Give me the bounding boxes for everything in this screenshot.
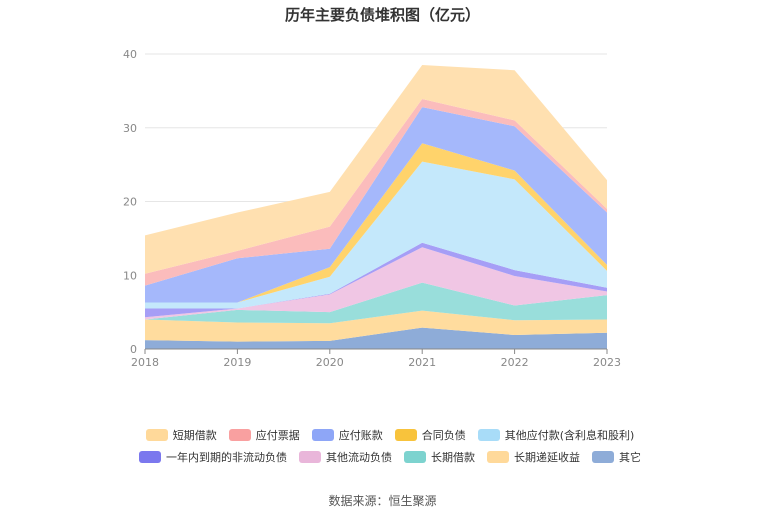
legend-label: 其他应付款(含利息和股利)	[504, 429, 635, 442]
legend-label: 短期借款	[172, 429, 217, 442]
legend-item[interactable]: 其它	[592, 449, 641, 465]
area-series-4	[145, 242, 607, 318]
axes: 0 10 20 30 40 2018 2019 2020 2021 2022 2023	[123, 48, 621, 369]
data-source: 数据来源：恒生聚源	[328, 494, 437, 508]
legend-swatch	[592, 451, 614, 463]
chart-title: 历年主要负债堆积图（亿元）	[284, 6, 480, 24]
area-series-1	[145, 310, 607, 342]
x-tick-label: 2018	[131, 356, 159, 369]
legend-label: 应付账款	[338, 429, 383, 442]
legend: 短期借款 应付票据 应付账款 合同负债 其他应付款(含利息和股利) 一年内到期的非流动负债…	[130, 424, 650, 468]
legend-item[interactable]: 应付账款	[311, 427, 383, 443]
legend-swatch	[394, 429, 417, 441]
legend-item[interactable]: 长期借款	[404, 449, 475, 465]
legend-swatch	[145, 429, 168, 441]
area-series-7	[145, 107, 607, 303]
legend-swatch	[139, 451, 161, 463]
legend-row: 一年内到期的非流动负债 其他流动负债 长期借款 长期递延收益 其它	[130, 446, 650, 468]
legend-item[interactable]: 长期递延收益	[487, 449, 580, 465]
x-tick-label: 2019	[223, 356, 251, 369]
y-tick-label: 20	[123, 196, 137, 209]
legend-row: 短期借款 应付票据 应付账款 合同负债 其他应付款(含利息和股利)	[130, 424, 650, 446]
area-series-3	[145, 247, 607, 320]
legend-swatch	[228, 429, 251, 441]
legend-item[interactable]: 短期借款	[145, 427, 217, 443]
legend-item[interactable]: 一年内到期的非流动负债	[139, 449, 287, 465]
area-series-2	[145, 282, 607, 324]
legend-item[interactable]: 其他应付款(含利息和股利)	[477, 427, 635, 443]
x-tick-label: 2022	[501, 356, 529, 369]
legend-swatch	[404, 451, 426, 463]
legend-swatch	[477, 429, 500, 441]
legend-label: 其他流动负债	[326, 451, 392, 464]
area-series-5	[145, 161, 607, 309]
x-tick-label: 2021	[408, 356, 436, 369]
area-series-0	[145, 327, 607, 349]
area-series-8	[145, 98, 607, 286]
x-tick-label: 2020	[316, 356, 344, 369]
legend-item[interactable]: 应付票据	[228, 427, 300, 443]
legend-swatch	[299, 451, 321, 463]
stacked-area-chart: 0 10 20 30 40 2018 2019 2020 2021 2022 2023	[123, 48, 621, 369]
y-tick-label: 10	[123, 269, 137, 282]
legend-label: 长期借款	[431, 451, 475, 464]
y-tick-label: 0	[130, 343, 137, 356]
area-series-9	[145, 65, 607, 274]
legend-label: 其它	[619, 451, 641, 464]
legend-label: 一年内到期的非流动负债	[166, 451, 287, 464]
area-series	[145, 65, 607, 349]
y-tick-label: 40	[123, 48, 137, 61]
legend-swatch	[311, 429, 334, 441]
legend-item[interactable]: 合同负债	[394, 427, 466, 443]
legend-label: 应付票据	[255, 429, 300, 442]
x-tick-label: 2023	[593, 356, 621, 369]
legend-label: 长期递延收益	[514, 451, 580, 464]
legend-item[interactable]: 其他流动负债	[299, 449, 392, 465]
legend-swatch	[487, 451, 509, 463]
y-tick-label: 30	[123, 122, 137, 135]
legend-label: 合同负债	[421, 429, 466, 442]
